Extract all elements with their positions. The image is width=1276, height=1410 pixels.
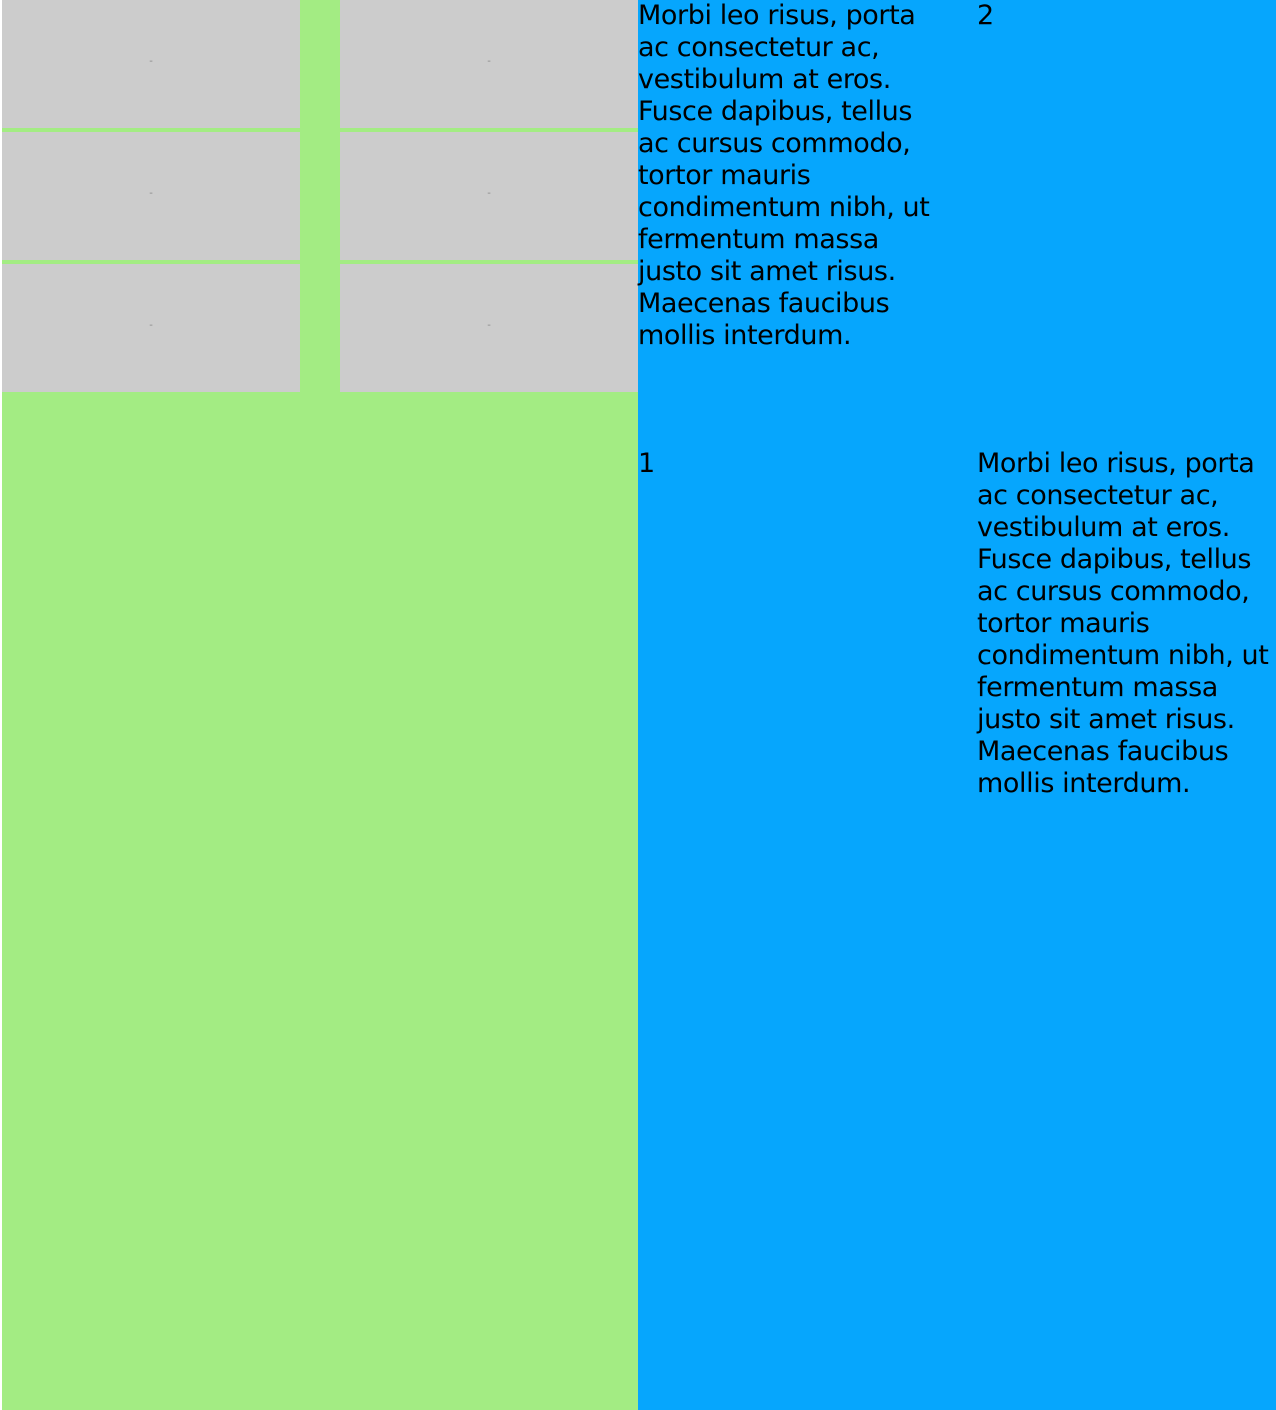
grid-cell-text: Morbi leo risus, porta ac consectetur ac… [638, 0, 930, 351]
tile-label: - [149, 320, 153, 331]
placeholder-tile: - [2, 0, 300, 128]
placeholder-tile: - [2, 264, 300, 392]
text-grid-panel: Morbi leo risus, porta ac consectetur ac… [638, 0, 1276, 1410]
tile-label: - [149, 188, 153, 199]
placeholder-tile: - [340, 264, 638, 392]
tile-label: - [487, 56, 491, 67]
tile-label: - [487, 188, 491, 199]
placeholder-tile: - [340, 132, 638, 260]
tile-label: - [149, 56, 153, 67]
tile-label: - [487, 320, 491, 331]
grid-cell-text: Morbi leo risus, porta ac consectetur ac… [977, 448, 1269, 799]
grid-cell-number: 1 [638, 448, 655, 479]
grid-cell-number: 2 [977, 0, 994, 31]
placeholder-tile: - [340, 0, 638, 128]
placeholder-tile: - [2, 132, 300, 260]
left-panel: - - - - - - [2, 0, 638, 1410]
